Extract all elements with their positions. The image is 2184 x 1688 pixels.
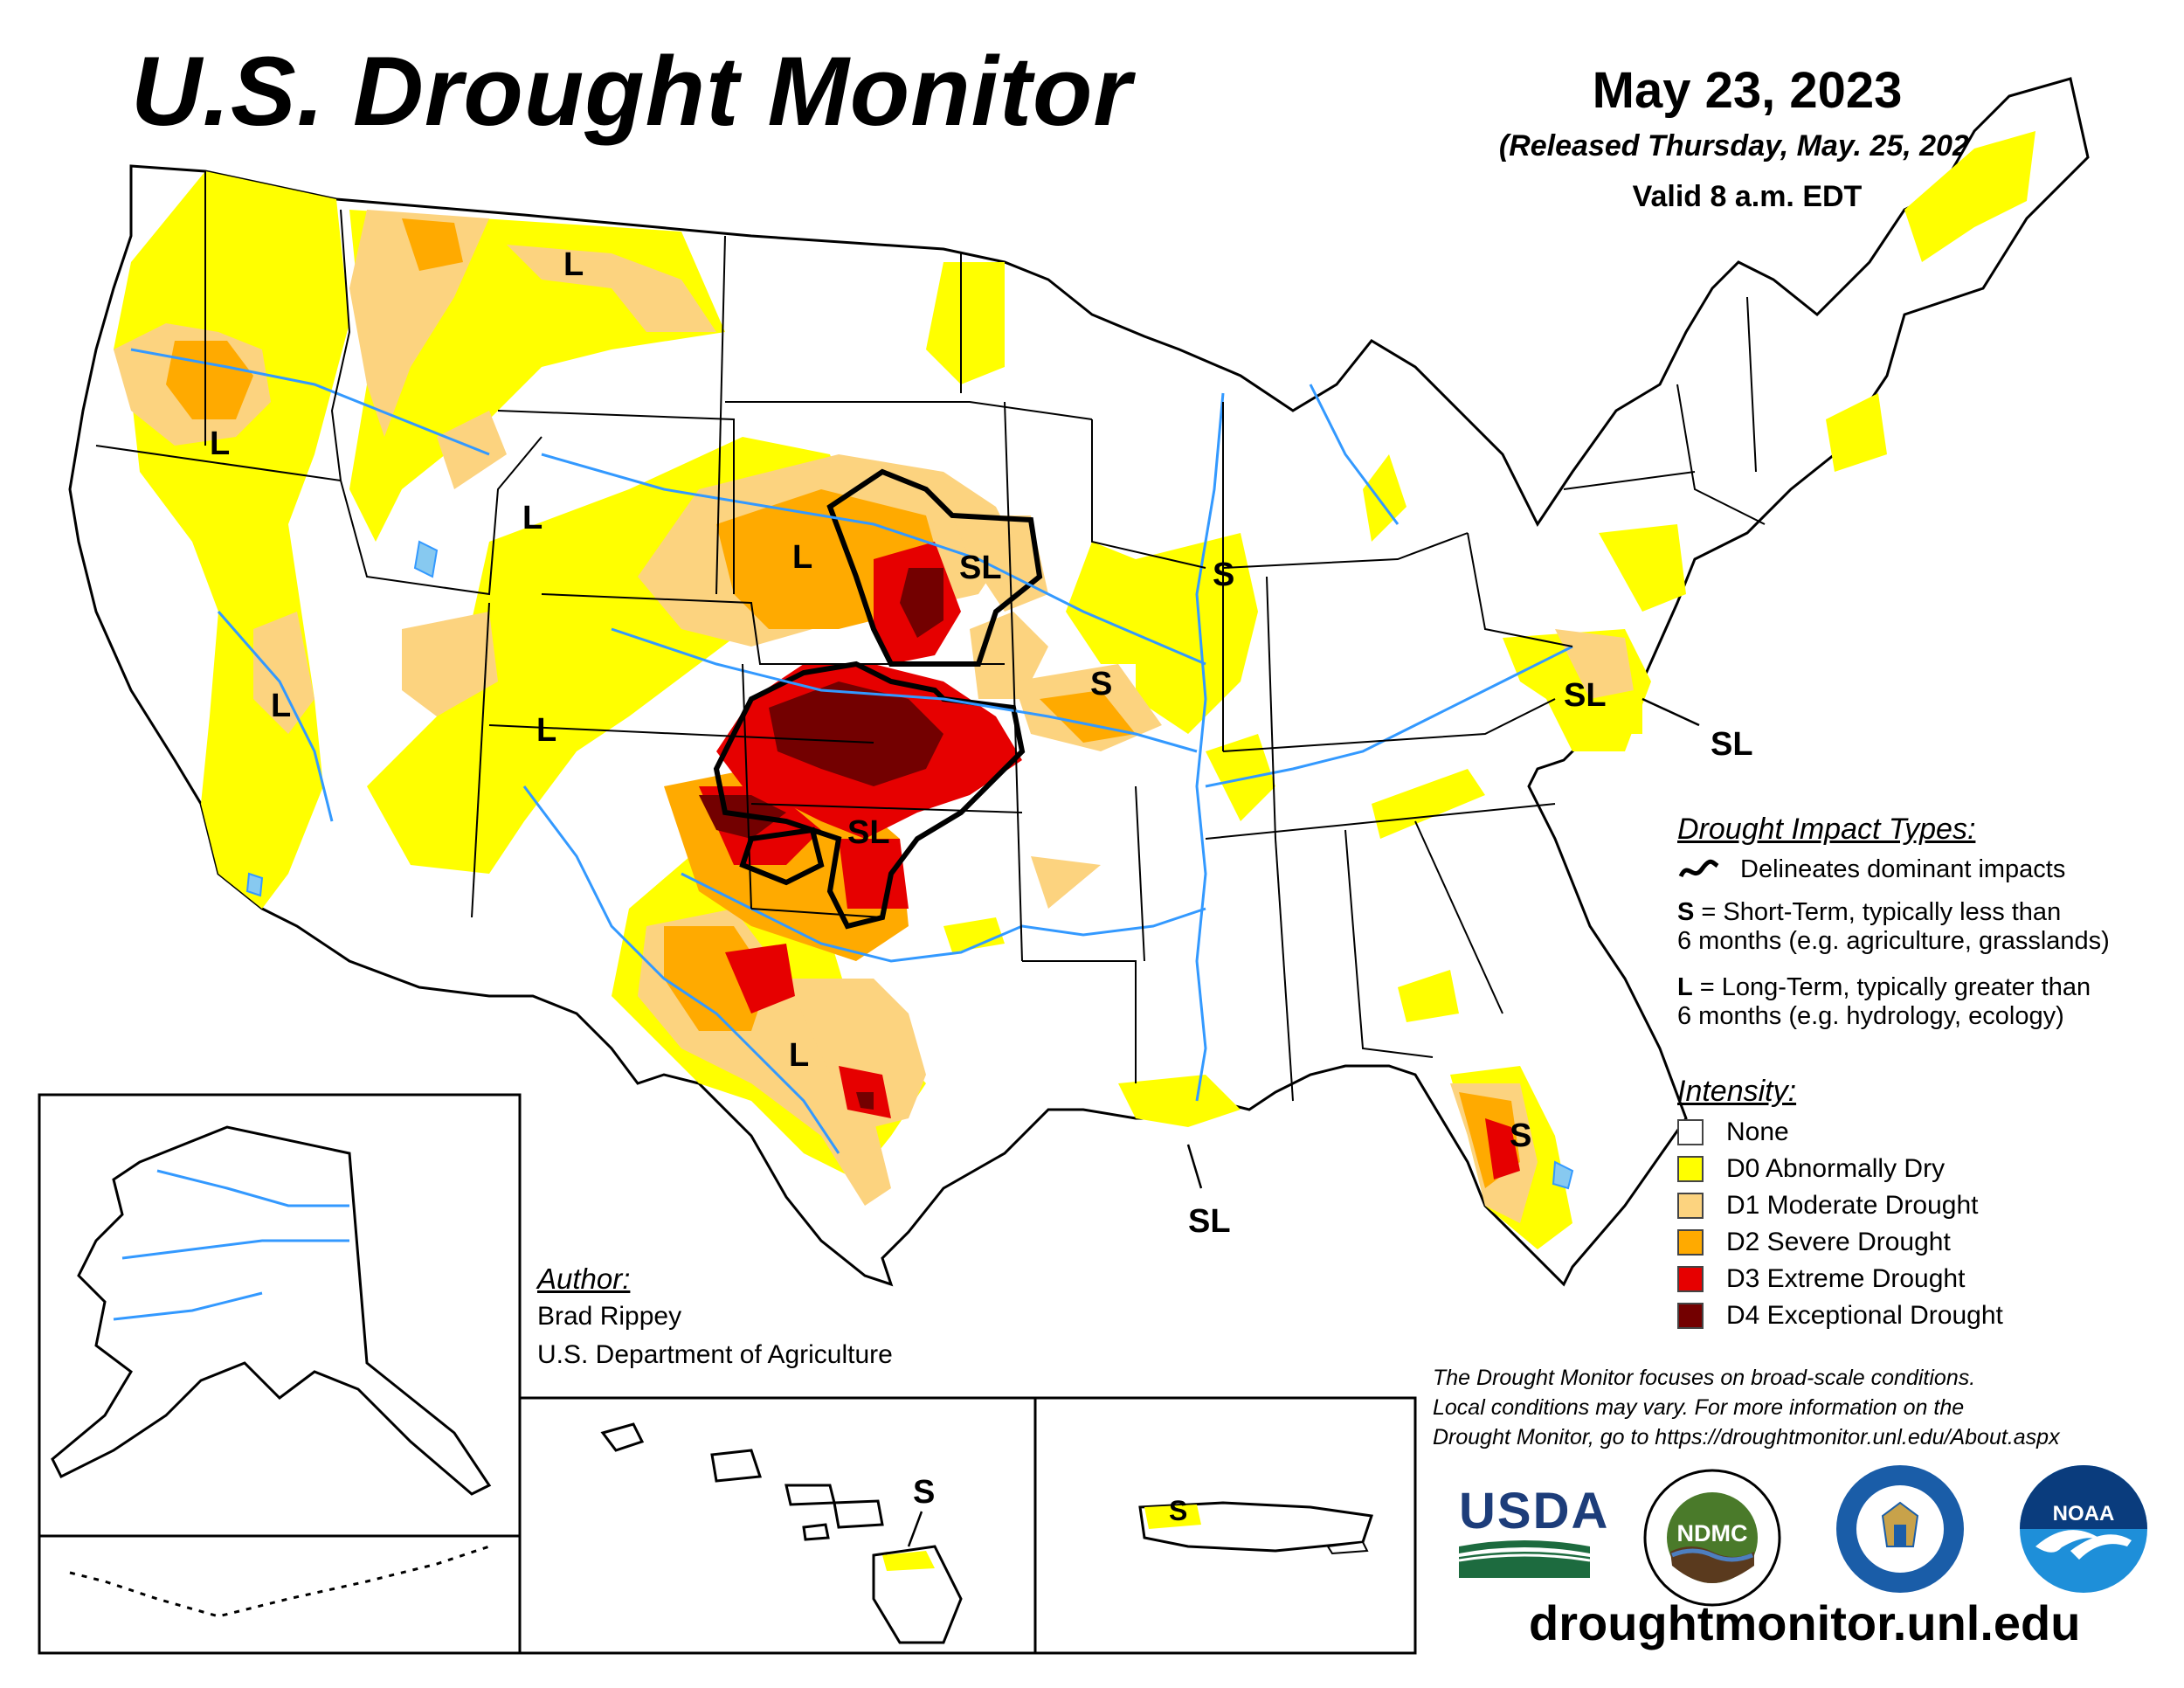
intensity-label: D1 Moderate Drought — [1726, 1191, 1979, 1220]
lakes — [245, 540, 1574, 1190]
disclaimer-line: Local conditions may vary. For more info… — [1433, 1395, 1965, 1420]
intensity-label: D2 Severe Drought — [1726, 1228, 1951, 1256]
intensity-label: None — [1726, 1117, 1789, 1146]
usda-logo: USDA — [1458, 1483, 1610, 1581]
short-term-legend: S = Short-Term, typically less than — [1677, 898, 2167, 927]
label-ia: SL — [959, 550, 1002, 586]
swatch-d4 — [1677, 1303, 1704, 1329]
ndmc-emblem — [1643, 1469, 1781, 1607]
label-leader-lines — [907, 697, 1700, 1547]
hawaii-inset — [518, 1396, 1037, 1655]
label-fl: S — [1510, 1117, 1531, 1154]
noaa-logo: NOAA — [2018, 1463, 2149, 1595]
label-wi: S — [1213, 557, 1234, 593]
impact-delineation-row: Delineates dominant impacts — [1677, 855, 2167, 884]
short-term-key: S — [1677, 898, 1695, 926]
intensity-label: D4 Exceptional Drought — [1726, 1301, 2003, 1330]
usda-logo-text: USDA — [1459, 1483, 1610, 1539]
doc-logo — [1835, 1463, 1966, 1595]
usda-fields-icon — [1458, 1540, 1591, 1578]
label-tx: L — [789, 1037, 809, 1074]
intensity-row-d4: D4 Exceptional Drought — [1677, 1297, 2003, 1334]
noaa-emblem — [2020, 1465, 2147, 1593]
aleutian-inset — [38, 1534, 522, 1655]
ndmc-logo-text: NDMC — [1676, 1520, 1748, 1546]
label-ok: SL — [847, 814, 890, 851]
website-link[interactable]: droughtmonitor.unl.edu — [1529, 1595, 2081, 1650]
impact-boundaries — [713, 468, 1043, 930]
alaska-rivers — [113, 1169, 349, 1321]
long-term-legend: L = Long-Term, typically greater than — [1677, 973, 2167, 1002]
intensity-row-d3: D3 Extreme Drought — [1677, 1261, 2003, 1297]
aleutian-islands — [69, 1545, 490, 1618]
intensity-label: D3 Extreme Drought — [1726, 1264, 1966, 1293]
department-of-commerce-seal — [1836, 1465, 1964, 1593]
swatch-d1 — [1677, 1193, 1704, 1219]
label-pr: S — [1169, 1495, 1187, 1526]
label-la: SL — [1188, 1203, 1231, 1240]
label-hi: S — [913, 1474, 935, 1511]
short-term-text-2: 6 months (e.g. agriculture, grasslands) — [1677, 927, 2110, 955]
label-mt: L — [563, 246, 584, 283]
impact-legend: Drought Impact Types: Delineates dominan… — [1677, 813, 2167, 1031]
valid-time: Valid 8 a.m. EDT — [1632, 180, 1863, 213]
swatch-d0 — [1677, 1156, 1704, 1182]
map-date: May 23, 2023 — [1592, 62, 1903, 119]
intensity-label: D0 Abnormally Dry — [1726, 1154, 1946, 1183]
release-date: (Released Thursday, May. 25, 2023) — [1498, 129, 1996, 163]
swatch-d2 — [1677, 1229, 1704, 1256]
short-term-text: = Short-Term, typically less than — [1694, 898, 2062, 926]
disclaimer: The Drought Monitor focuses on broad-sca… — [1433, 1363, 2158, 1452]
rivers — [130, 348, 1573, 1154]
delineation-line-icon — [1678, 859, 1719, 877]
impact-legend-heading: Drought Impact Types: — [1677, 813, 1976, 846]
noaa-logo-text: NOAA — [2052, 1502, 2115, 1525]
disclaimer-line: The Drought Monitor focuses on broad-sca… — [1433, 1366, 1976, 1390]
delineation-label: Delineates dominant impacts — [1740, 855, 2066, 883]
long-term-key: L — [1677, 973, 1693, 1001]
label-ne: L — [792, 539, 812, 576]
intensity-legend: Intensity: None D0 Abnormally Dry D1 Mod… — [1677, 1075, 2003, 1334]
label-mo: S — [1090, 666, 1112, 702]
intensity-row-d0: D0 Abnormally Dry — [1677, 1151, 2003, 1187]
intensity-row-d2: D2 Severe Drought — [1677, 1224, 2003, 1261]
ndmc-logo: NDMC — [1642, 1468, 1782, 1608]
vieques-islands — [1326, 1540, 1369, 1555]
label-nm: L — [536, 712, 556, 749]
long-term-text-2: 6 months (e.g. hydrology, ecology) — [1677, 1002, 2064, 1030]
intensity-rows: None D0 Abnormally Dry D1 Moderate Droug… — [1677, 1114, 2003, 1334]
intensity-row-d1: D1 Moderate Drought — [1677, 1187, 2003, 1224]
hawaii-islands — [600, 1422, 963, 1644]
page-title: U.S. Drought Monitor — [131, 37, 1133, 146]
disclaimer-line: Drought Monitor, go to https://droughtmo… — [1433, 1425, 2060, 1449]
intensity-row-none: None — [1677, 1114, 2003, 1151]
label-wy: L — [522, 500, 543, 536]
label-de: SL — [1711, 726, 1753, 763]
author-heading: Author: — [537, 1263, 631, 1295]
alaska-shape — [51, 1125, 492, 1496]
long-term-text: = Long-Term, typically greater than — [1692, 973, 2091, 1001]
d4-areas — [699, 568, 943, 1110]
label-nv: L — [271, 688, 291, 724]
state-boundaries — [95, 171, 1766, 1102]
intensity-legend-heading: Intensity: — [1677, 1075, 1797, 1108]
label-va: SL — [1564, 677, 1607, 714]
swatch-d3 — [1677, 1266, 1704, 1292]
swatch-none — [1677, 1119, 1704, 1145]
map-impact-labels: L L L L L L SL S S SL L SL SL S SL S S — [210, 246, 1753, 1526]
hawaii-d0 — [882, 1551, 935, 1571]
author-org: U.S. Department of Agriculture — [537, 1340, 893, 1369]
puerto-rico-d0 — [1144, 1505, 1201, 1529]
label-or: L — [210, 425, 230, 462]
author-name: Brad Rippey — [537, 1302, 682, 1331]
